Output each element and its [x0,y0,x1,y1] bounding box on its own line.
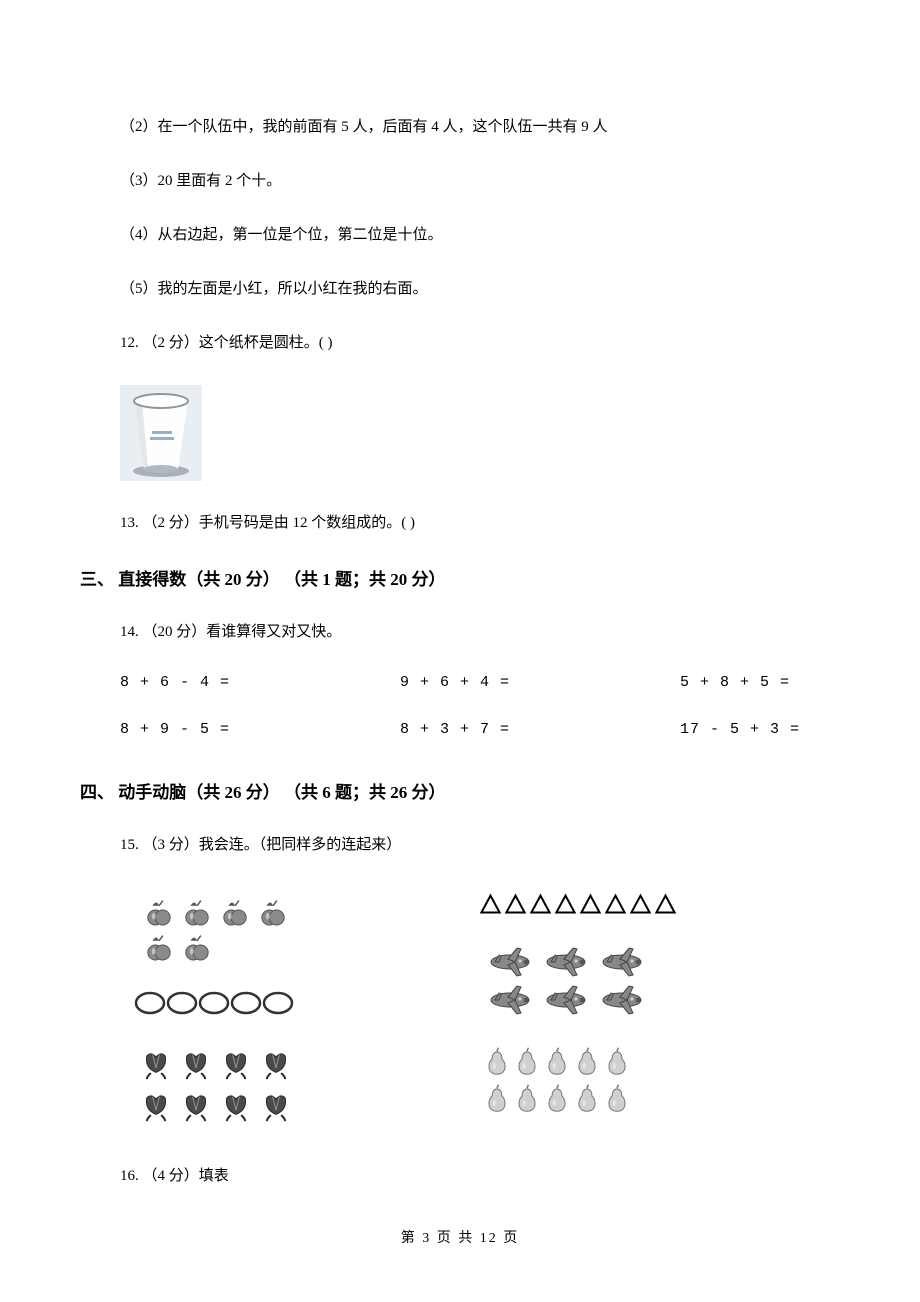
calc-problem: 8 + 9 - 5 = [120,721,400,738]
calc-problem: 8 + 6 - 4 = [120,674,400,691]
statement-5: （5）我的左面是小红，所以小红在我的右面。 [80,277,840,301]
matching-left-col [130,887,296,1129]
calc-problem: 17 - 5 + 3 = [680,721,880,738]
calc-problem: 9 + 6 + 4 = [400,674,680,691]
page-footer: 第 3 页 共 12 页 [0,1227,920,1247]
matching-grid [80,887,840,1129]
question-16-intro: 16. （4 分）填表 [80,1164,840,1188]
cup-figure [80,385,840,481]
statement-4: （4）从右边起，第一位是个位，第二位是十位。 [80,223,840,247]
match-item-ovals [130,985,294,1021]
question-12: 12. （2 分）这个纸杯是圆柱。( ) [80,331,840,355]
statement-2: （2）在一个队伍中，我的前面有 5 人，后面有 4 人，这个队伍一共有 9 人 [80,115,840,139]
section-4-heading: 四、 动手动脑（共 26 分） （共 6 题；共 26 分） [80,778,840,803]
calculation-grid: 8 + 6 - 4 = 9 + 6 + 4 = 5 + 8 + 5 = 8 + … [80,674,840,738]
cup-icon [120,385,202,481]
statement-3: （3）20 里面有 2 个十。 [80,169,840,193]
question-14-intro: 14. （20 分）看谁算得又对又快。 [80,620,840,644]
question-13: 13. （2 分）手机号码是由 12 个数组成的。( ) [80,511,840,535]
match-item-pears [476,1037,632,1117]
match-item-triangles [476,887,680,919]
section-3-heading: 三、 直接得数（共 20 分） （共 1 题；共 20 分） [80,565,840,590]
matching-right-col [476,887,680,1129]
calc-problem: 8 + 3 + 7 = [400,721,680,738]
calc-problem: 5 + 8 + 5 = [680,674,880,691]
match-item-tulips [130,1039,296,1129]
question-15-intro: 15. （3 分）我会连。（把同样多的连起来） [80,833,840,857]
match-item-planes [476,937,650,1019]
match-item-apples [130,887,292,967]
